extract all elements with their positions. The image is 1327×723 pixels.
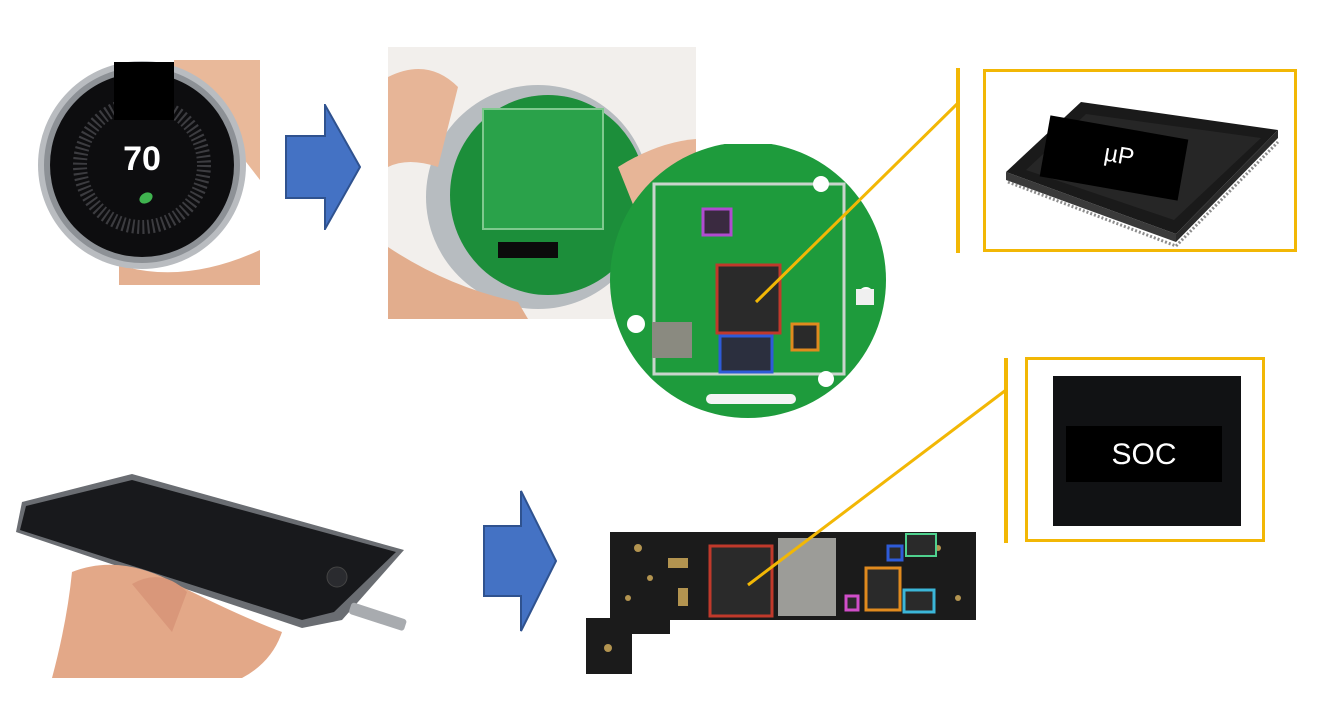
callout-bar-soc [1004, 358, 1008, 543]
arrow-right-icon [285, 104, 361, 230]
soc-label: SOC [1111, 438, 1177, 471]
phone-logic-board [578, 518, 978, 674]
thermostat-pcb-board [606, 144, 890, 420]
thermostat-photo: 70 [24, 60, 260, 285]
soc-callout-box: SOC [1025, 357, 1265, 542]
smartphone-photo [12, 472, 410, 678]
microprocessor-callout-box: µP [983, 69, 1297, 252]
thermostat-reading: 70 [123, 140, 161, 178]
soc-label-plate [1066, 426, 1222, 482]
callout-bar-microprocessor [956, 68, 960, 253]
arrow-right-icon [483, 490, 557, 632]
